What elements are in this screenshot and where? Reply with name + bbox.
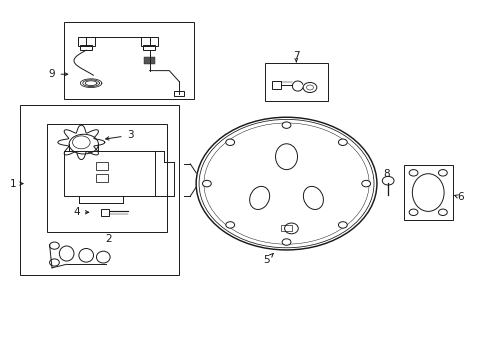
Bar [96,162,108,170]
Bar [101,209,109,216]
Circle shape [202,180,211,187]
Bar [281,225,293,231]
Circle shape [282,122,291,129]
Text: 9: 9 [49,69,55,79]
Text: 8: 8 [383,169,390,179]
Bar [174,91,184,96]
Text: 7: 7 [293,51,299,61]
Text: 1: 1 [10,179,16,189]
Bar [265,63,328,101]
Circle shape [339,222,347,228]
Text: 2: 2 [105,234,112,244]
Bar [404,165,453,220]
Text: 5: 5 [264,255,270,265]
Circle shape [339,139,347,145]
Bar [20,105,179,275]
Bar [47,125,167,232]
Circle shape [282,239,291,245]
Bar [272,81,281,89]
Bar [80,45,92,50]
Circle shape [362,180,370,187]
Bar [64,22,194,99]
Bar [145,57,155,64]
Bar [78,37,95,45]
Circle shape [226,222,235,228]
Text: 3: 3 [127,130,133,140]
Bar [142,37,158,45]
Bar [96,174,108,182]
Text: 4: 4 [73,207,80,217]
Bar [64,151,155,196]
Circle shape [226,139,235,145]
Bar [144,45,155,50]
Text: 6: 6 [458,192,465,202]
